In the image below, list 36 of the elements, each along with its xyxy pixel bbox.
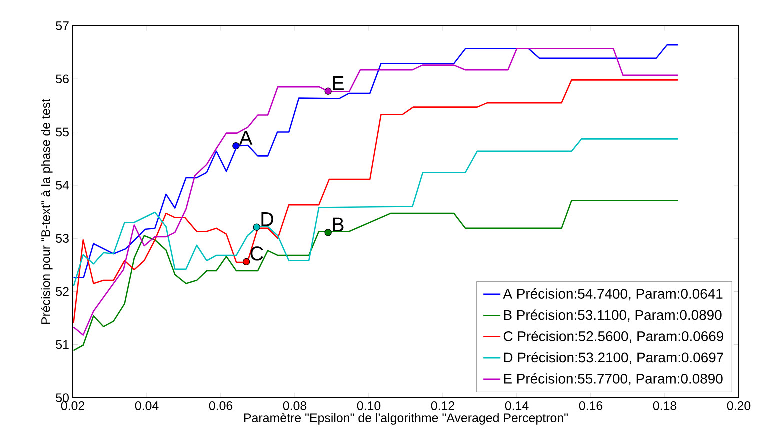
y-tick-label: 55 (56, 128, 69, 137)
line-series (73, 44, 679, 279)
x-tick-label: 0.18 (653, 402, 677, 410)
x-tick-label: 0.16 (579, 402, 603, 410)
point (242, 258, 250, 266)
x-tick-label: 0.04 (135, 402, 159, 410)
legend-label: E Précision:55.7700, Param:0.0890 (504, 373, 723, 386)
x-tick-label: 0.20 (727, 402, 751, 410)
y-tick-label: 51 (56, 340, 69, 350)
point (324, 229, 332, 236)
annotation: E (333, 76, 344, 90)
annotation: A (239, 131, 253, 145)
x-tick-label: 0.14 (505, 402, 529, 410)
x-axis-title: Paramètre "Epsilon" de l'algorithme "Averaged Perceptron" (244, 413, 568, 425)
annotation: D (262, 212, 274, 226)
y-tick-label: 56 (56, 74, 69, 84)
y-tick-label: 50 (56, 394, 69, 402)
legend-label: C Précision:52.5600, Param:0.0669 (504, 331, 724, 344)
y-tick-label: 54 (56, 181, 70, 190)
x-tick-label: 0.12 (431, 402, 454, 410)
y-tick-label: 53 (56, 234, 69, 243)
x-tick-label: 0.02 (61, 402, 84, 410)
annotation: B (333, 218, 344, 232)
legend-label: A Précision:54.7400, Param:0.0641 (503, 288, 723, 301)
y-tick-label: 52 (56, 287, 69, 296)
x-tick-label: 0.10 (357, 402, 381, 410)
annotation: C (250, 246, 264, 261)
point (253, 224, 260, 231)
x-tick-label: 0.06 (209, 402, 233, 410)
y-axis-title: Précision pour "B-text" à la phase de test (41, 99, 53, 324)
y-tick-label: 57 (56, 22, 69, 30)
point (232, 142, 240, 150)
x-tick-label: 0.08 (283, 402, 307, 410)
legend-label: D Précision:53.2100, Param:0.0697 (504, 352, 724, 364)
legend-label: B Précision:53.1100, Param:0.0890 (504, 310, 722, 322)
point (324, 88, 332, 95)
